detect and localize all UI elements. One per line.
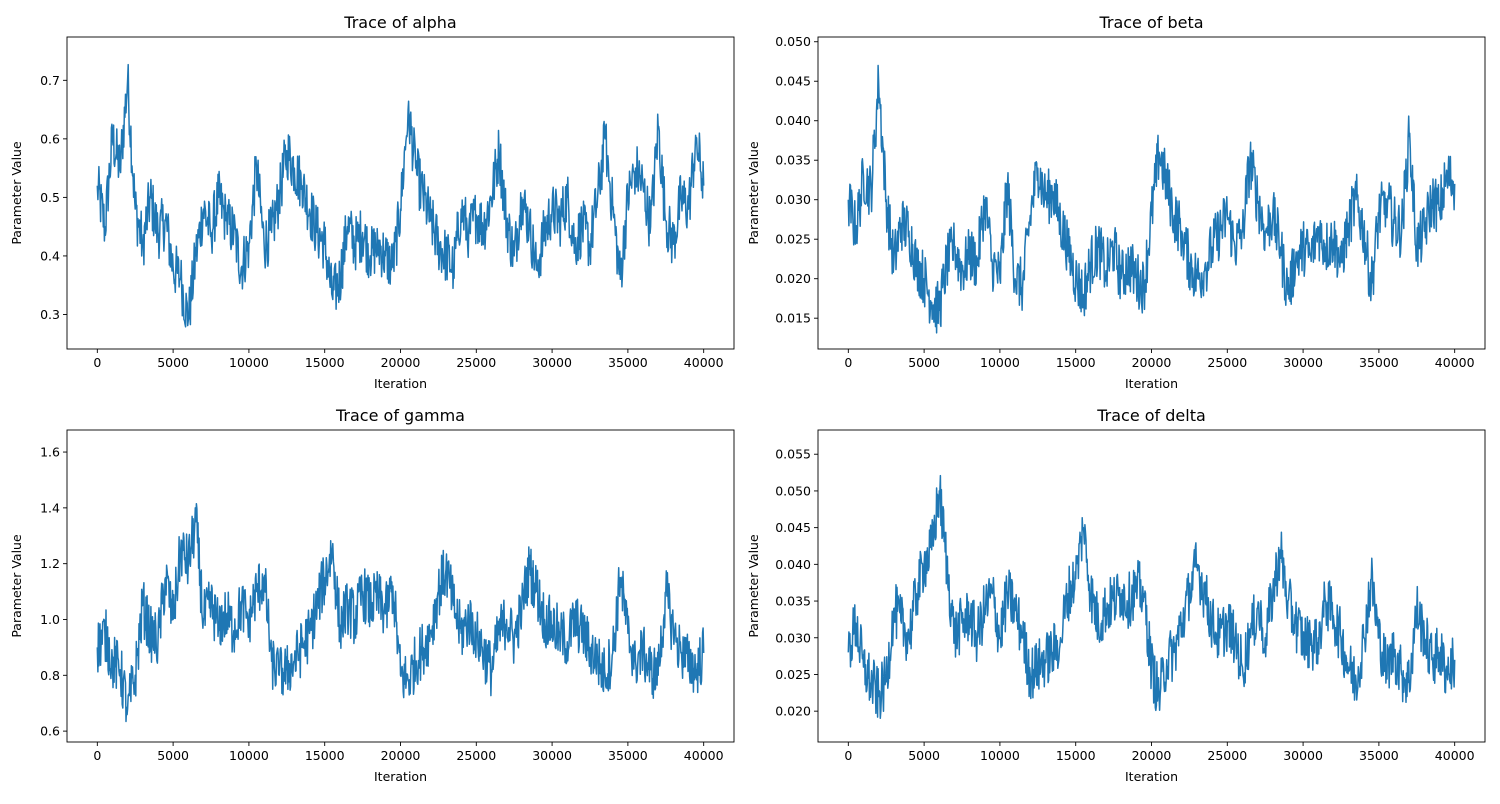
y-tick-label: 0.035 bbox=[775, 153, 811, 168]
y-tick-label: 0.045 bbox=[775, 74, 811, 89]
x-tick-label: 25000 bbox=[456, 748, 496, 763]
x-tick-label: 30000 bbox=[532, 748, 572, 763]
trace-line bbox=[847, 64, 1456, 334]
subplot-alpha: Trace of alpha 0 5000 10000 15000 20000 25000 3… bbox=[9, 13, 735, 391]
y-tick-label: 0.6 bbox=[40, 131, 60, 146]
x-tick-label: 0 bbox=[93, 355, 101, 370]
x-tick-label: 35000 bbox=[608, 355, 648, 370]
x-tick-label: 10000 bbox=[229, 355, 269, 370]
x-tick-label: 20000 bbox=[381, 355, 421, 370]
trace-line bbox=[847, 474, 1456, 720]
y-tick-label: 0.030 bbox=[775, 192, 811, 207]
x-tick-label: 15000 bbox=[1056, 748, 1096, 763]
x-tick-label: 5000 bbox=[908, 748, 940, 763]
y-axis-label: Parameter Value bbox=[746, 534, 761, 638]
chart-title: Trace of gamma bbox=[335, 406, 465, 425]
y-tick-label: 0.055 bbox=[775, 447, 811, 462]
x-tick-label: 30000 bbox=[1283, 355, 1323, 370]
x-tick-label: 40000 bbox=[1435, 748, 1475, 763]
trace-line bbox=[96, 63, 705, 328]
y-tick-label: 0.020 bbox=[775, 704, 811, 719]
chart-title: Trace of alpha bbox=[343, 13, 456, 32]
y-axis-label: Parameter Value bbox=[9, 534, 24, 638]
axes-frame bbox=[66, 36, 735, 350]
x-tick-label: 30000 bbox=[1283, 748, 1323, 763]
x-tick-label: 15000 bbox=[305, 748, 345, 763]
y-tick-label: 0.020 bbox=[775, 271, 811, 286]
y-tick-label: 1.6 bbox=[40, 445, 60, 460]
axes-frame bbox=[66, 429, 735, 743]
x-tick-label: 25000 bbox=[1207, 748, 1247, 763]
y-tick-label: 0.5 bbox=[40, 190, 60, 205]
y-axis-label: Parameter Value bbox=[746, 141, 761, 245]
y-tick-label: 0.045 bbox=[775, 520, 811, 535]
chart-title: Trace of delta bbox=[1096, 406, 1206, 425]
y-tick-label: 0.3 bbox=[40, 307, 60, 322]
chart-title: Trace of beta bbox=[1098, 13, 1203, 32]
x-tick-label: 15000 bbox=[305, 355, 345, 370]
x-tick-label: 20000 bbox=[381, 748, 421, 763]
y-tick-label: 0.015 bbox=[775, 311, 811, 326]
y-tick-label: 1.2 bbox=[40, 556, 60, 571]
x-axis-label: Iteration bbox=[374, 376, 427, 391]
y-tick-label: 0.050 bbox=[775, 483, 811, 498]
x-axis-label: Iteration bbox=[1125, 376, 1178, 391]
x-axis-label: Iteration bbox=[374, 769, 427, 784]
x-tick-label: 40000 bbox=[684, 355, 724, 370]
x-tick-label: 20000 bbox=[1132, 355, 1172, 370]
y-tick-label: 1.0 bbox=[40, 612, 60, 627]
x-tick-label: 0 bbox=[844, 355, 852, 370]
x-tick-label: 5000 bbox=[157, 748, 189, 763]
x-tick-label: 35000 bbox=[1359, 748, 1399, 763]
x-tick-label: 0 bbox=[93, 748, 101, 763]
y-tick-label: 0.7 bbox=[40, 73, 60, 88]
y-tick-label: 0.050 bbox=[775, 34, 811, 49]
x-tick-label: 35000 bbox=[608, 748, 648, 763]
subplot-delta: Trace of delta 0 5000 10000 15000 20000 25000 3… bbox=[746, 406, 1486, 784]
x-tick-label: 40000 bbox=[1435, 355, 1475, 370]
y-tick-label: 0.8 bbox=[40, 668, 60, 683]
x-axis-label: Iteration bbox=[1125, 769, 1178, 784]
x-tick-label: 20000 bbox=[1132, 748, 1172, 763]
y-tick-label: 0.030 bbox=[775, 630, 811, 645]
subplot-gamma: Trace of gamma 0 5000 10000 15000 20000 25000 3… bbox=[9, 406, 735, 784]
y-tick-label: 0.040 bbox=[775, 557, 811, 572]
y-tick-label: 0.025 bbox=[775, 667, 811, 682]
x-tick-label: 0 bbox=[844, 748, 852, 763]
x-tick-label: 15000 bbox=[1056, 355, 1096, 370]
x-tick-label: 5000 bbox=[908, 355, 940, 370]
x-tick-label: 10000 bbox=[980, 748, 1020, 763]
x-tick-label: 35000 bbox=[1359, 355, 1399, 370]
y-tick-label: 0.035 bbox=[775, 594, 811, 609]
trace-line bbox=[96, 502, 705, 723]
y-tick-label: 0.6 bbox=[40, 724, 60, 739]
y-tick-label: 1.4 bbox=[40, 500, 60, 515]
subplot-beta: Trace of beta 0 5000 10000 15000 20000 25000 30… bbox=[746, 13, 1486, 391]
x-tick-label: 5000 bbox=[157, 355, 189, 370]
x-tick-label: 10000 bbox=[980, 355, 1020, 370]
x-tick-label: 10000 bbox=[229, 748, 269, 763]
y-tick-label: 0.4 bbox=[40, 248, 60, 263]
x-tick-label: 40000 bbox=[684, 748, 724, 763]
y-axis-label: Parameter Value bbox=[9, 141, 24, 245]
y-tick-label: 0.040 bbox=[775, 113, 811, 128]
x-tick-label: 30000 bbox=[532, 355, 572, 370]
y-tick-label: 0.025 bbox=[775, 232, 811, 247]
x-tick-label: 25000 bbox=[456, 355, 496, 370]
x-tick-label: 25000 bbox=[1207, 355, 1247, 370]
